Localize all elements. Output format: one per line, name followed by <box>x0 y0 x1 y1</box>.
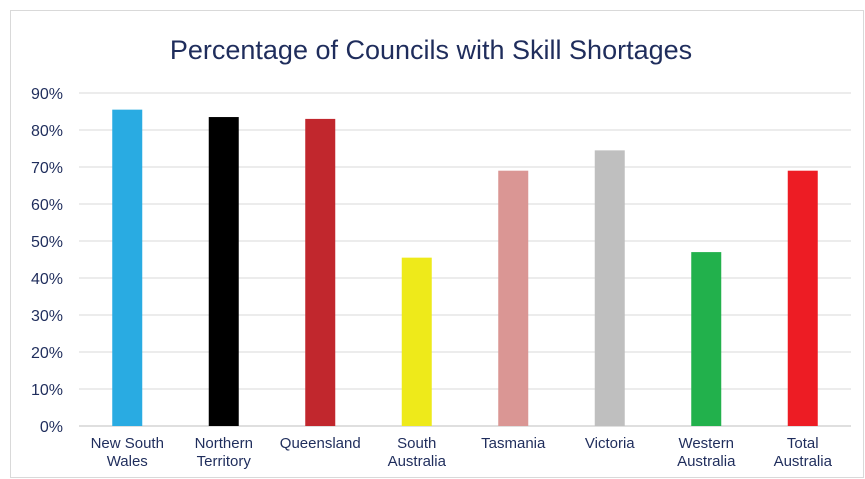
bar <box>787 170 818 426</box>
gridlines <box>79 92 851 427</box>
y-tick-label: 70% <box>31 160 63 177</box>
bar <box>305 118 336 427</box>
y-tick-label: 30% <box>31 308 63 325</box>
bar <box>401 257 432 426</box>
x-category-label-line: Western <box>678 435 734 452</box>
chart-frame: Percentage of Councils with Skill Shorta… <box>10 10 864 478</box>
x-category-label-line: Victoria <box>585 435 635 452</box>
x-category-label-line: New South <box>91 435 164 452</box>
x-category-label-line: Total <box>787 435 819 452</box>
y-tick-label: 90% <box>31 86 63 103</box>
x-category-label-line: Northern <box>195 435 253 452</box>
x-category-label: Victoria <box>585 435 635 452</box>
y-tick-label: 10% <box>31 382 63 399</box>
x-category-label: Tasmania <box>481 435 546 452</box>
bar <box>691 252 722 426</box>
x-category-label: New South Wales <box>91 435 164 470</box>
y-tick-label: 80% <box>31 123 63 140</box>
x-category-label-line: Australia <box>388 453 447 470</box>
chart-title: Percentage of Councils with Skill Shorta… <box>170 35 692 65</box>
bar <box>594 150 625 426</box>
bars <box>112 109 818 427</box>
x-category-label: South Australia <box>388 435 447 470</box>
x-category-label: Queensland <box>280 435 361 452</box>
bar-chart: Percentage of Councils with Skill Shorta… <box>31 35 851 470</box>
x-category-label: Northern Territory <box>195 435 253 470</box>
x-category-label: Total Australia <box>774 435 833 470</box>
x-category-label-line: South <box>397 435 436 452</box>
y-tick-label: 40% <box>31 271 63 288</box>
x-category-label-line: Queensland <box>280 435 361 452</box>
y-axis-tick-labels: 0% 10% 20% 30% 40% 50% 60% 70% 80% 90% <box>31 86 63 436</box>
bar <box>208 117 239 427</box>
x-category-label-line: Australia <box>677 453 736 470</box>
x-category-label-line: Australia <box>774 453 833 470</box>
x-category-label-line: Territory <box>197 453 252 470</box>
y-tick-label: 50% <box>31 234 63 251</box>
x-category-label-line: Tasmania <box>481 435 546 452</box>
x-category-label: Western Australia <box>677 435 736 470</box>
bar <box>112 109 143 427</box>
y-tick-label: 0% <box>40 419 63 436</box>
y-tick-label: 60% <box>31 197 63 214</box>
x-category-label-line: Wales <box>107 453 148 470</box>
y-tick-label: 20% <box>31 345 63 362</box>
bar <box>498 170 529 426</box>
x-axis-category-labels: New South Wales Northern Territory Queenslan… <box>91 435 833 470</box>
